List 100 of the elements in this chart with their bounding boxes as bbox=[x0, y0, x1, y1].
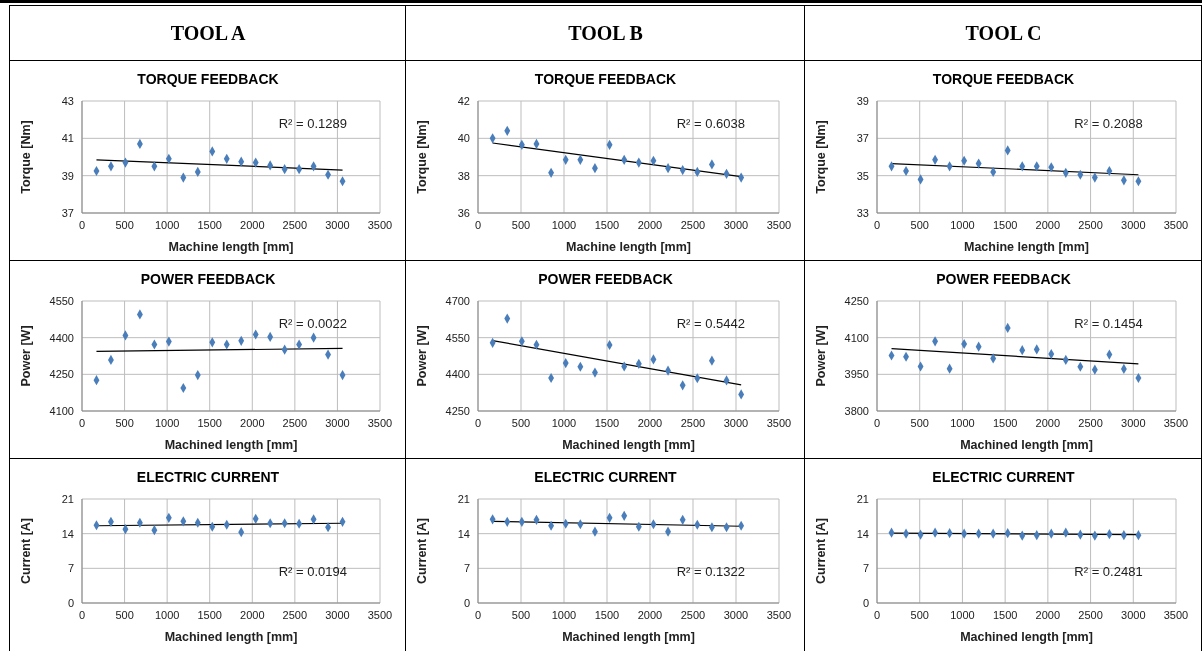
chart-title: POWER FEEDBACK bbox=[537, 271, 674, 289]
x-tick-label: 0 bbox=[873, 416, 881, 429]
y-tick-label: 0 bbox=[67, 596, 74, 609]
y-tick-label: 42 bbox=[457, 94, 470, 107]
x-tick-label: 3000 bbox=[1121, 608, 1146, 621]
y-tick-label: 4550 bbox=[49, 294, 74, 307]
y-axis-title: Power [W] bbox=[415, 325, 430, 387]
y-tick-label: 4100 bbox=[49, 404, 74, 417]
x-tick-label: 3500 bbox=[1163, 218, 1189, 231]
x-tick-label: 3500 bbox=[367, 218, 393, 231]
x-tick-label: 500 bbox=[910, 608, 929, 621]
x-tick-label: 500 bbox=[511, 218, 531, 231]
y-tick-label: 14 bbox=[61, 527, 74, 540]
y-axis-title: Torque [Nm] bbox=[415, 120, 430, 194]
x-tick-label: 1500 bbox=[197, 218, 222, 231]
x-axis-title: Machined length [mm] bbox=[562, 630, 695, 644]
x-tick-label: 3000 bbox=[723, 416, 749, 429]
y-tick-label: 4550 bbox=[445, 331, 470, 344]
y-tick-label: 4700 bbox=[445, 294, 470, 307]
x-tick-label: 3000 bbox=[723, 608, 749, 621]
x-tick-label: 3500 bbox=[367, 416, 393, 429]
x-tick-label: 1000 bbox=[154, 416, 180, 429]
x-tick-label: 2000 bbox=[1035, 416, 1061, 429]
x-tick-label: 1500 bbox=[594, 218, 620, 231]
y-tick-label: 39 bbox=[856, 94, 869, 107]
y-tick-label: 37 bbox=[61, 206, 74, 219]
x-axis-title: Machine length [mm] bbox=[963, 240, 1090, 254]
x-tick-label: 2500 bbox=[680, 416, 706, 429]
y-tick-label: 39 bbox=[61, 169, 74, 182]
x-tick-label: 3000 bbox=[1121, 416, 1146, 429]
y-axis-title: Power [W] bbox=[814, 325, 829, 387]
x-tick-label: 1500 bbox=[197, 416, 222, 429]
y-tick-label: 37 bbox=[856, 132, 869, 145]
annotation: R² = 0.0194 bbox=[278, 564, 347, 580]
x-tick-label: 3500 bbox=[1163, 416, 1189, 429]
x-tick-label: 0 bbox=[78, 416, 86, 429]
x-tick-label: 2000 bbox=[637, 218, 663, 231]
x-tick-label: 2500 bbox=[282, 218, 308, 231]
chart-title: ELECTRIC CURRENT bbox=[135, 469, 281, 487]
x-tick-label: 1000 bbox=[154, 218, 180, 231]
x-tick-label: 2000 bbox=[637, 608, 663, 621]
y-tick-label: 4250 bbox=[844, 294, 869, 307]
annotation: R² = 0.6038 bbox=[676, 116, 745, 132]
x-tick-label: 0 bbox=[474, 608, 482, 621]
x-axis-title: Machine length [mm] bbox=[168, 240, 294, 254]
x-tick-label: 3000 bbox=[325, 416, 350, 429]
x-tick-label: 500 bbox=[511, 608, 531, 621]
chart-subtitle: TORQUE FEEDBACK bbox=[931, 71, 1076, 89]
y-tick-label: 41 bbox=[61, 132, 74, 145]
y-tick-label: 14 bbox=[457, 527, 470, 540]
x-tick-label: 3500 bbox=[766, 218, 792, 231]
x-tick-label: 500 bbox=[115, 416, 134, 429]
x-axis-title: Machined length [mm] bbox=[562, 438, 695, 452]
x-tick-label: 3000 bbox=[723, 218, 749, 231]
annotation: R² = 0.0022 bbox=[278, 315, 347, 331]
y-tick-label: 43 bbox=[61, 94, 74, 107]
chart-title: POWER FEEDBACK bbox=[139, 271, 277, 289]
x-tick-label: 0 bbox=[474, 416, 482, 429]
y-tick-label: 7 bbox=[463, 562, 470, 575]
x-tick-label: 1500 bbox=[197, 608, 222, 621]
y-axis-title: Torque [Nm] bbox=[814, 120, 829, 194]
y-axis-title: Current [A] bbox=[415, 518, 430, 584]
x-tick-label: 2000 bbox=[1035, 608, 1061, 621]
x-tick-label: 500 bbox=[511, 416, 531, 429]
x-tick-label: 1000 bbox=[551, 416, 577, 429]
x-axis-title: Machine length [mm] bbox=[565, 240, 692, 254]
y-tick-label: 4250 bbox=[49, 368, 74, 381]
x-tick-label: 2500 bbox=[1078, 416, 1103, 429]
x-tick-label: 1500 bbox=[992, 218, 1018, 231]
y-tick-label: 21 bbox=[457, 492, 470, 505]
x-tick-label: 2500 bbox=[680, 218, 706, 231]
y-tick-label: 7 bbox=[67, 562, 74, 575]
y-tick-label: 33 bbox=[856, 206, 869, 219]
x-tick-label: 2000 bbox=[240, 218, 265, 231]
y-tick-label: 40 bbox=[457, 132, 470, 145]
x-tick-label: 1500 bbox=[594, 416, 620, 429]
y-tick-label: 3800 bbox=[844, 404, 869, 417]
annotation: R² = 0.2088 bbox=[1074, 116, 1143, 132]
x-tick-label: 1000 bbox=[950, 608, 975, 621]
x-tick-label: 3500 bbox=[367, 608, 393, 621]
x-axis-title: Machined length [mm] bbox=[960, 438, 1093, 452]
x-tick-label: 0 bbox=[78, 218, 86, 231]
y-tick-label: 21 bbox=[856, 492, 869, 505]
y-tick-label: 21 bbox=[61, 492, 74, 505]
annotation: R² = 0.1289 bbox=[278, 116, 347, 132]
chart-subtitle: TORQUE FEEDBACK bbox=[533, 71, 678, 89]
x-axis-title: Machined length [mm] bbox=[164, 630, 298, 644]
x-tick-label: 1000 bbox=[154, 608, 180, 621]
x-tick-label: 500 bbox=[115, 218, 134, 231]
y-axis-title: Current [A] bbox=[19, 518, 34, 584]
x-tick-label: 3000 bbox=[325, 218, 350, 231]
y-tick-label: 38 bbox=[457, 169, 470, 182]
x-tick-label: 2000 bbox=[1035, 218, 1061, 231]
y-tick-label: 4400 bbox=[445, 368, 470, 381]
x-tick-label: 2000 bbox=[637, 416, 663, 429]
x-tick-label: 1500 bbox=[992, 608, 1018, 621]
y-tick-label: 3950 bbox=[844, 368, 869, 381]
annotation: R² = 0.1454 bbox=[1074, 315, 1143, 331]
x-tick-label: 500 bbox=[910, 218, 929, 231]
chart-title: ELECTRIC CURRENT bbox=[533, 469, 678, 487]
